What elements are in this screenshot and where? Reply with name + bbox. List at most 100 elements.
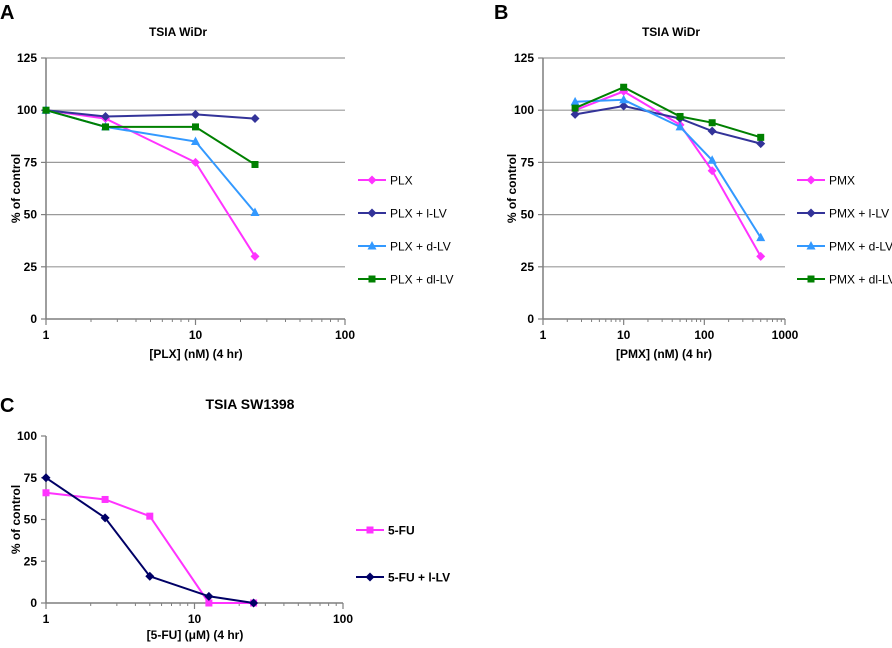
series-pmx: [570, 86, 766, 261]
legend-swatch-marker: [367, 175, 377, 185]
y-axis-label: % of control: [505, 154, 519, 223]
x-tick-label: 100: [335, 328, 355, 342]
data-point: [146, 512, 154, 520]
y-tick-label: 50: [24, 208, 38, 222]
legend-label: PMX + dl-LV: [829, 273, 892, 287]
data-point: [756, 251, 766, 261]
legend-swatch-marker: [367, 208, 377, 218]
legend-label: 5-FU: [388, 524, 415, 538]
legend-swatch-marker: [368, 275, 376, 283]
data-point: [101, 495, 109, 503]
data-point: [757, 133, 765, 141]
legend-item-pmx: PMX: [797, 174, 855, 188]
data-point: [204, 591, 214, 601]
data-point: [619, 94, 629, 104]
legend-item-pmx-d-lv: PMX + d-LV: [797, 240, 892, 254]
y-tick-label: 100: [17, 429, 37, 443]
chart-title: TSIA SW1398: [206, 396, 295, 412]
y-tick-label: 25: [521, 260, 535, 274]
x-axis-label: [PLX] (nM) (4 hr): [149, 347, 242, 361]
series-plx-d-lv: [41, 105, 260, 217]
data-point: [707, 126, 717, 136]
panel-label: C: [0, 395, 14, 417]
data-point: [620, 83, 628, 91]
chart-title: TSIA WiDr: [642, 25, 700, 39]
y-tick-label: 100: [17, 103, 37, 117]
legend-item-plx-l-lv: PLX + l-LV: [358, 207, 447, 221]
legend-label: 5-FU + l-LV: [388, 571, 450, 585]
series-plx-dl-lv: [42, 106, 259, 168]
y-tick-label: 75: [521, 155, 535, 169]
data-point: [250, 251, 260, 261]
x-tick-label: 100: [333, 612, 353, 626]
y-tick-label: 50: [521, 208, 535, 222]
y-tick-label: 50: [24, 513, 38, 527]
data-point: [756, 232, 766, 242]
data-point: [619, 101, 629, 111]
x-tick-label: 1000: [772, 328, 799, 342]
legend-label: PLX + d-LV: [390, 240, 451, 254]
legend-item-plx-d-lv: PLX + d-LV: [358, 240, 451, 254]
legend-swatch-marker: [366, 526, 374, 534]
x-tick-label: 10: [188, 612, 202, 626]
data-point: [100, 111, 110, 121]
legend-label: PLX + dl-LV: [390, 273, 453, 287]
y-axis-label: % of control: [9, 154, 23, 223]
data-point: [250, 114, 260, 124]
legend: PLX PLX + l-LV PLX + d-LV PLX + dl-LV: [358, 174, 453, 287]
legend-swatch-marker: [807, 275, 815, 283]
legend-swatch-marker: [365, 572, 375, 582]
series-plx: [41, 105, 260, 261]
data-point: [676, 112, 684, 120]
legend-item-plx-dl-lv: PLX + dl-LV: [358, 273, 453, 287]
series-5-fu-l-lv: [41, 473, 259, 608]
data-point: [570, 109, 580, 119]
chart-panel-c: C TSIA SW1398 0 25 50 75 100 1 10 100 [5-FU] (μM) …: [0, 395, 450, 642]
y-tick-label: 125: [514, 51, 534, 65]
chart-title: TSIA WiDr: [149, 25, 207, 39]
series-5-fu: [42, 489, 258, 607]
data-point: [571, 104, 579, 112]
x-tick-label: 100: [694, 328, 714, 342]
data-point: [42, 489, 50, 497]
legend-swatch-marker: [367, 241, 377, 250]
legend-swatch-marker: [806, 241, 816, 250]
series-line: [45, 491, 254, 604]
x-tick-label: 1: [43, 328, 50, 342]
legend-swatch-marker: [806, 175, 816, 185]
data-point: [570, 96, 580, 106]
x-axis-label: [PMX] (nM) (4 hr): [616, 347, 712, 361]
data-point: [708, 119, 716, 127]
chart-panel-b: B TSIA WiDr 0 25 50 75 100 125 1 10 100 1000 [PMX] (…: [494, 2, 892, 361]
legend-label: PMX: [829, 174, 855, 188]
series-line: [45, 109, 256, 166]
data-point: [250, 207, 260, 217]
y-axis-label: % of control: [9, 485, 23, 554]
data-point: [251, 160, 259, 168]
x-tick-label: 1: [43, 612, 50, 626]
y-tick-label: 0: [30, 312, 37, 326]
legend-item-pmx-l-lv: PMX + l-LV: [797, 207, 889, 221]
data-point: [191, 157, 200, 167]
data-point: [756, 139, 766, 149]
data-point: [101, 123, 109, 131]
legend-label: PLX + l-LV: [390, 207, 447, 221]
data-point: [675, 121, 685, 131]
legend: 5-FU 5-FU + l-LV: [356, 524, 450, 585]
data-point: [100, 513, 110, 523]
series-line: [574, 86, 761, 139]
series-line: [45, 109, 256, 120]
data-point: [192, 123, 199, 131]
data-point: [191, 136, 200, 146]
panel-label: A: [0, 2, 14, 24]
data-point: [42, 106, 50, 114]
y-tick-label: 75: [24, 155, 38, 169]
series-pmx-d-lv: [570, 94, 766, 242]
chart-panel-a: A TSIA WiDr 0 25 50 75 100 125 1 10 100 [PLX] (nM) …: [0, 2, 453, 361]
x-tick-label: 10: [617, 328, 631, 342]
series-line: [45, 109, 256, 214]
y-tick-label: 100: [514, 103, 534, 117]
legend-item-plx: PLX: [358, 174, 413, 188]
data-point: [145, 571, 155, 581]
